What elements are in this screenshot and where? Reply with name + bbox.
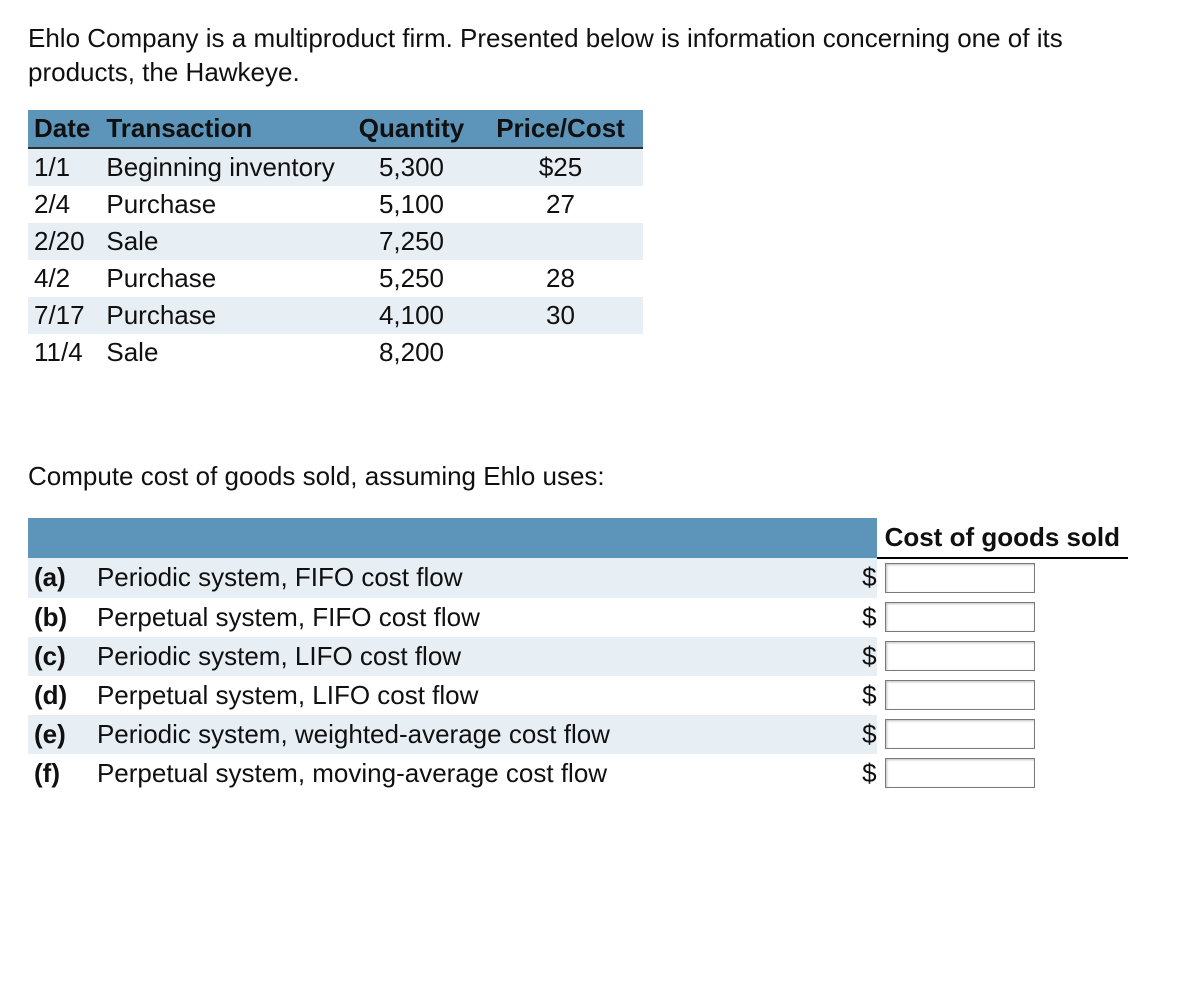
trans-date: 4/2	[28, 260, 100, 297]
trans-type: Sale	[100, 223, 344, 260]
currency-symbol: $	[667, 558, 877, 598]
table-row: (f)Perpetual system, moving-average cost…	[28, 754, 1128, 793]
table-row: 2/4Purchase5,10027	[28, 186, 643, 223]
trans-date: 2/20	[28, 223, 100, 260]
answer-desc: Perpetual system, FIFO cost flow	[89, 598, 667, 637]
answer-desc: Periodic system, weighted-average cost f…	[89, 715, 667, 754]
trans-qty: 5,100	[345, 186, 478, 223]
table-row: (e)Periodic system, weighted-average cos…	[28, 715, 1128, 754]
answer-input-cell	[877, 637, 1128, 676]
trans-header: Date	[28, 110, 100, 148]
trans-type: Purchase	[100, 260, 344, 297]
trans-qty: 7,250	[345, 223, 478, 260]
trans-type: Beginning inventory	[100, 148, 344, 186]
trans-qty: 8,200	[345, 334, 478, 371]
trans-date: 11/4	[28, 334, 100, 371]
trans-header: Quantity	[345, 110, 478, 148]
trans-qty: 5,250	[345, 260, 478, 297]
transactions-table: DateTransactionQuantityPrice/Cost 1/1Beg…	[28, 110, 643, 371]
answer-input-cell	[877, 754, 1128, 793]
currency-symbol: $	[667, 715, 877, 754]
currency-symbol: $	[667, 598, 877, 637]
trans-price	[478, 334, 643, 371]
trans-price	[478, 223, 643, 260]
answer-desc: Perpetual system, LIFO cost flow	[89, 676, 667, 715]
intro-text: Ehlo Company is a multiproduct firm. Pre…	[28, 22, 1172, 90]
answer-input[interactable]	[885, 641, 1035, 671]
answer-input-cell	[877, 676, 1128, 715]
question-text: Compute cost of goods sold, assuming Ehl…	[28, 461, 1172, 492]
trans-header: Transaction	[100, 110, 344, 148]
answer-letter: (e)	[28, 715, 89, 754]
currency-symbol: $	[667, 637, 877, 676]
answer-desc: Perpetual system, moving-average cost fl…	[89, 754, 667, 793]
trans-type: Purchase	[100, 297, 344, 334]
trans-price: 28	[478, 260, 643, 297]
answer-letter: (b)	[28, 598, 89, 637]
trans-type: Purchase	[100, 186, 344, 223]
answer-letter: (c)	[28, 637, 89, 676]
trans-price: 27	[478, 186, 643, 223]
trans-price: 30	[478, 297, 643, 334]
answer-input-cell	[877, 598, 1128, 637]
answer-input-cell	[877, 558, 1128, 598]
answer-letter: (d)	[28, 676, 89, 715]
trans-qty: 5,300	[345, 148, 478, 186]
table-row: (a)Periodic system, FIFO cost flow$	[28, 558, 1128, 598]
answer-input[interactable]	[885, 758, 1035, 788]
trans-type: Sale	[100, 334, 344, 371]
cogs-header: Cost of goods sold	[877, 518, 1128, 558]
answer-desc: Periodic system, LIFO cost flow	[89, 637, 667, 676]
table-row: 1/1Beginning inventory5,300$25	[28, 148, 643, 186]
trans-date: 1/1	[28, 148, 100, 186]
table-row: 2/20Sale7,250	[28, 223, 643, 260]
table-row: (d)Perpetual system, LIFO cost flow$	[28, 676, 1128, 715]
table-row: 4/2Purchase5,25028	[28, 260, 643, 297]
table-row: 7/17Purchase4,10030	[28, 297, 643, 334]
answer-desc: Periodic system, FIFO cost flow	[89, 558, 667, 598]
answer-letter: (a)	[28, 558, 89, 598]
currency-symbol: $	[667, 676, 877, 715]
table-row: (c)Periodic system, LIFO cost flow$	[28, 637, 1128, 676]
currency-symbol: $	[667, 754, 877, 793]
answer-letter: (f)	[28, 754, 89, 793]
answer-input[interactable]	[885, 563, 1035, 593]
trans-price: $25	[478, 148, 643, 186]
table-row: 11/4Sale8,200	[28, 334, 643, 371]
answer-input-cell	[877, 715, 1128, 754]
trans-qty: 4,100	[345, 297, 478, 334]
table-row: (b)Perpetual system, FIFO cost flow$	[28, 598, 1128, 637]
trans-header: Price/Cost	[478, 110, 643, 148]
answer-input[interactable]	[885, 719, 1035, 749]
answer-input[interactable]	[885, 680, 1035, 710]
trans-date: 2/4	[28, 186, 100, 223]
answers-table: Cost of goods sold (a)Periodic system, F…	[28, 518, 1128, 793]
answer-input[interactable]	[885, 602, 1035, 632]
trans-date: 7/17	[28, 297, 100, 334]
